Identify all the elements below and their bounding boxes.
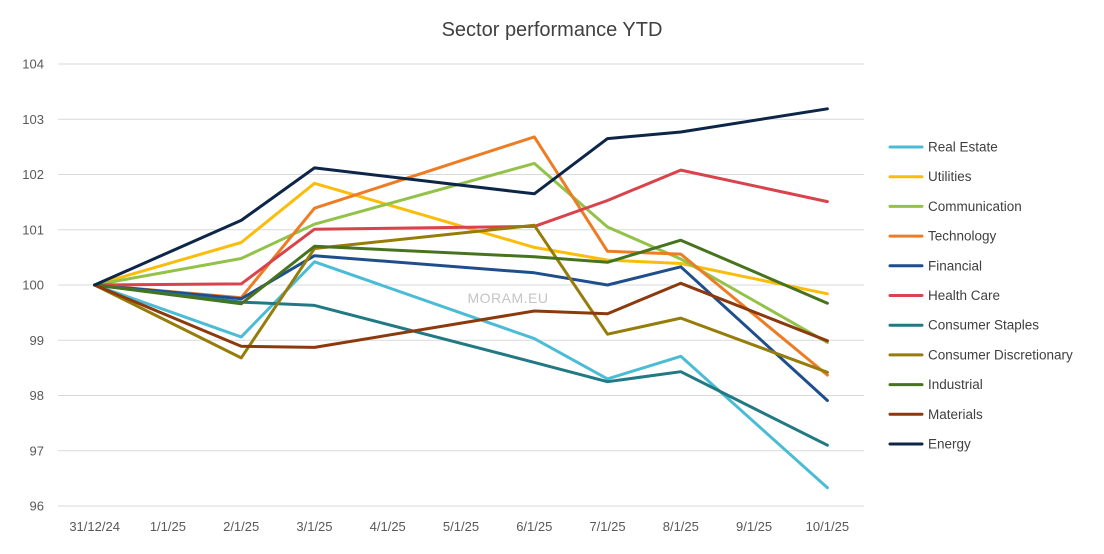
- legend-label-consumer-staples: Consumer Staples: [928, 318, 1039, 333]
- x-tick-label: 10/1/25: [806, 519, 849, 534]
- series-line-utilities: [93, 181, 829, 296]
- y-tick-label: 101: [22, 222, 44, 237]
- x-tick-label: 4/1/25: [370, 519, 406, 534]
- y-tick-label: 104: [22, 57, 44, 72]
- legend-label-consumer-discretionary: Consumer Discretionary: [928, 347, 1073, 362]
- x-tick-label: 5/1/25: [443, 519, 479, 534]
- series-lines: [93, 107, 829, 490]
- legend-label-materials: Materials: [928, 407, 983, 422]
- series-line-industrial: [93, 238, 829, 306]
- legend-label-health-care: Health Care: [928, 288, 1000, 303]
- series-line-financial: [93, 254, 829, 402]
- legend-label-industrial: Industrial: [928, 377, 983, 392]
- series-line-consumer-staples: [93, 283, 829, 447]
- y-tick-label: 100: [22, 278, 44, 293]
- y-tick-label: 103: [22, 112, 44, 127]
- y-tick-label: 102: [22, 167, 44, 182]
- x-tick-label: 1/1/25: [150, 519, 186, 534]
- legend-label-energy: Energy: [928, 437, 971, 452]
- series-line-communication: [93, 161, 829, 344]
- x-tick-label: 9/1/25: [736, 519, 772, 534]
- x-tick-label: 31/12/24: [69, 519, 120, 534]
- series-line-real-estate: [93, 260, 829, 490]
- x-tick-label: 6/1/25: [516, 519, 552, 534]
- series-line-consumer-discretionary: [93, 223, 829, 374]
- legend: Real Estate Utilities Communication Technol…: [888, 140, 1073, 452]
- legend-label-technology: Technology: [928, 229, 997, 244]
- series-line-energy: [93, 107, 829, 287]
- y-tick-label: 98: [30, 388, 44, 403]
- legend-label-utilities: Utilities: [928, 169, 972, 184]
- y-tick-label: 99: [30, 333, 44, 348]
- x-tick-label: 3/1/25: [296, 519, 332, 534]
- x-tick-label: 8/1/25: [663, 519, 699, 534]
- y-tick-label: 97: [30, 443, 44, 458]
- chart-title: Sector performance YTD: [442, 19, 663, 41]
- y-tick-label: 96: [30, 499, 44, 514]
- axes: 96 97 98 99 100 101 102 103 104 31/12/24 1/1/25 2/1…: [22, 57, 849, 535]
- legend-label-financial: Financial: [928, 258, 982, 273]
- series-line-materials: [93, 281, 829, 349]
- watermark-text: MORAM.EU: [468, 290, 549, 306]
- legend-label-real-estate: Real Estate: [928, 140, 998, 155]
- x-tick-label: 2/1/25: [223, 519, 259, 534]
- legend-label-communication: Communication: [928, 199, 1022, 214]
- x-tick-label: 7/1/25: [589, 519, 625, 534]
